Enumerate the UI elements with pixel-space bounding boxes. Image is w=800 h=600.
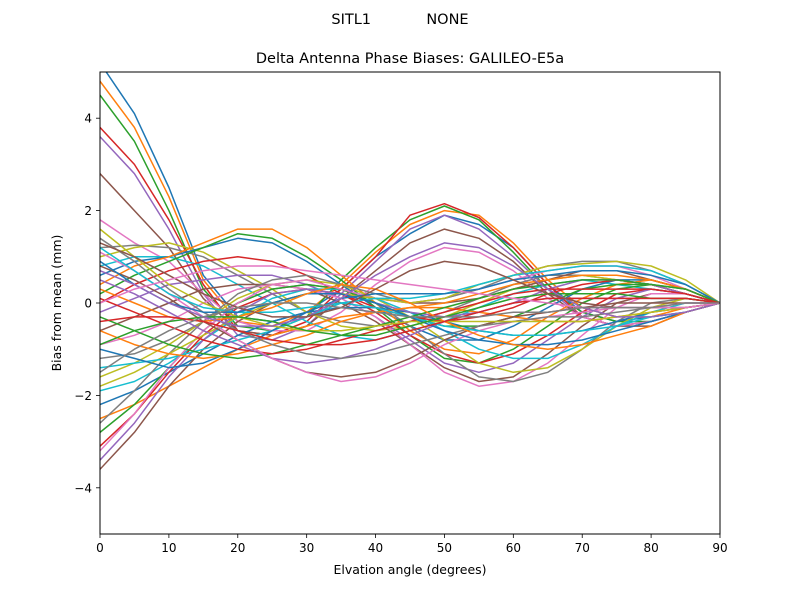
x-tick-label: 0 <box>96 541 104 555</box>
x-tick-label: 90 <box>712 541 727 555</box>
series-line-30 <box>100 265 720 369</box>
x-tick-label: 10 <box>161 541 176 555</box>
series-line-48 <box>100 302 720 373</box>
y-tick-label: −2 <box>74 389 92 403</box>
y-tick-label: 0 <box>84 297 92 311</box>
x-axis: 0 10 20 30 40 50 60 70 80 90 <box>96 534 728 555</box>
y-tick-label: 4 <box>84 112 92 126</box>
x-tick-label: 70 <box>575 541 590 555</box>
chart-suptitle: SITL1 NONE <box>331 12 468 28</box>
x-tick-label: 60 <box>506 541 521 555</box>
x-tick-label: 40 <box>368 541 383 555</box>
series-line-31 <box>100 269 720 369</box>
x-tick-label: 30 <box>299 541 314 555</box>
series-line-44 <box>100 297 720 346</box>
y-axis-label: Bias from mean (mm) <box>49 235 64 372</box>
x-axis-label: Elvation angle (degrees) <box>333 562 486 577</box>
x-tick-label: 80 <box>643 541 658 555</box>
plot-lines <box>100 72 720 470</box>
x-tick-label: 20 <box>230 541 245 555</box>
chart-title: Delta Antenna Phase Biases: GALILEO-E5a <box>256 51 564 67</box>
y-tick-label: 2 <box>84 204 92 218</box>
y-tick-label: −4 <box>74 481 92 495</box>
series-line-32 <box>100 274 720 360</box>
y-axis: −4 −2 0 2 4 <box>74 112 100 495</box>
x-tick-label: 50 <box>437 541 452 555</box>
